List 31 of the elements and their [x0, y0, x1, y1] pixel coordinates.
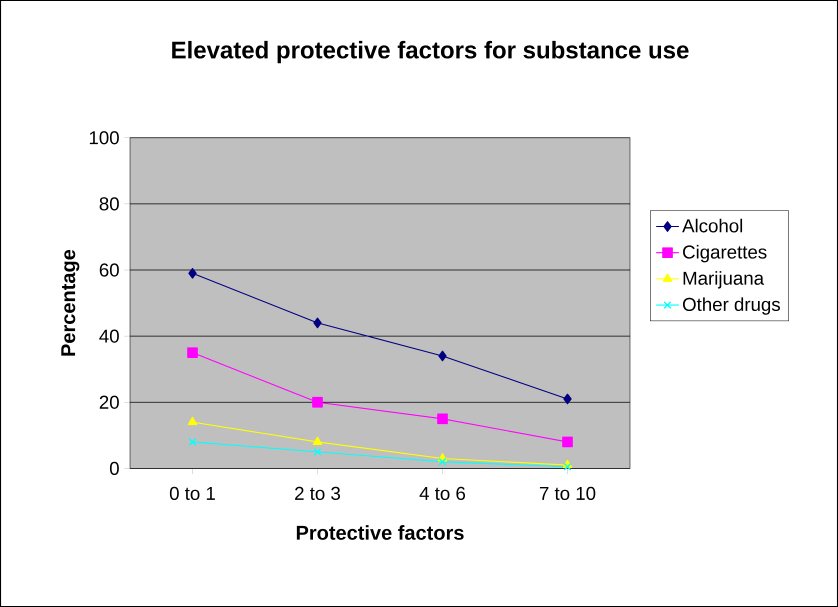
legend-label: Other drugs — [682, 297, 780, 315]
point — [188, 438, 196, 446]
y-tick-label: 20 — [100, 396, 119, 409]
point — [313, 318, 322, 328]
legend-label: Alcohol — [682, 218, 742, 232]
point — [188, 268, 197, 279]
point — [562, 436, 573, 448]
point — [312, 396, 323, 408]
point — [312, 436, 322, 445]
point — [437, 413, 448, 424]
point — [438, 350, 447, 362]
point — [314, 448, 322, 456]
legend-label: Cigarettes — [683, 244, 766, 262]
chart-title: Elevated protective factors for substance use — [172, 40, 689, 64]
y-tick-label: 80 — [100, 197, 119, 210]
x-tick-label: 0 to 1 — [170, 486, 215, 500]
point — [187, 347, 198, 358]
y-axis-title: Percentage — [61, 250, 80, 356]
x-tick-label: 7 to 10 — [540, 486, 596, 500]
x-tick-label: 4 to 6 — [420, 486, 466, 500]
point — [438, 458, 446, 466]
y-tick-label: 40 — [99, 329, 119, 343]
y-tick-label: 0 — [110, 462, 119, 475]
x-tick-label: 2 to 3 — [295, 486, 340, 500]
x-axis-title: Protective factors — [296, 525, 464, 540]
point — [188, 416, 198, 426]
legend-label: Marijuana — [684, 271, 764, 288]
y-tick-label: 100 — [90, 131, 119, 144]
point — [564, 462, 572, 471]
point — [563, 394, 572, 404]
y-tick-label: 60 — [100, 263, 119, 277]
